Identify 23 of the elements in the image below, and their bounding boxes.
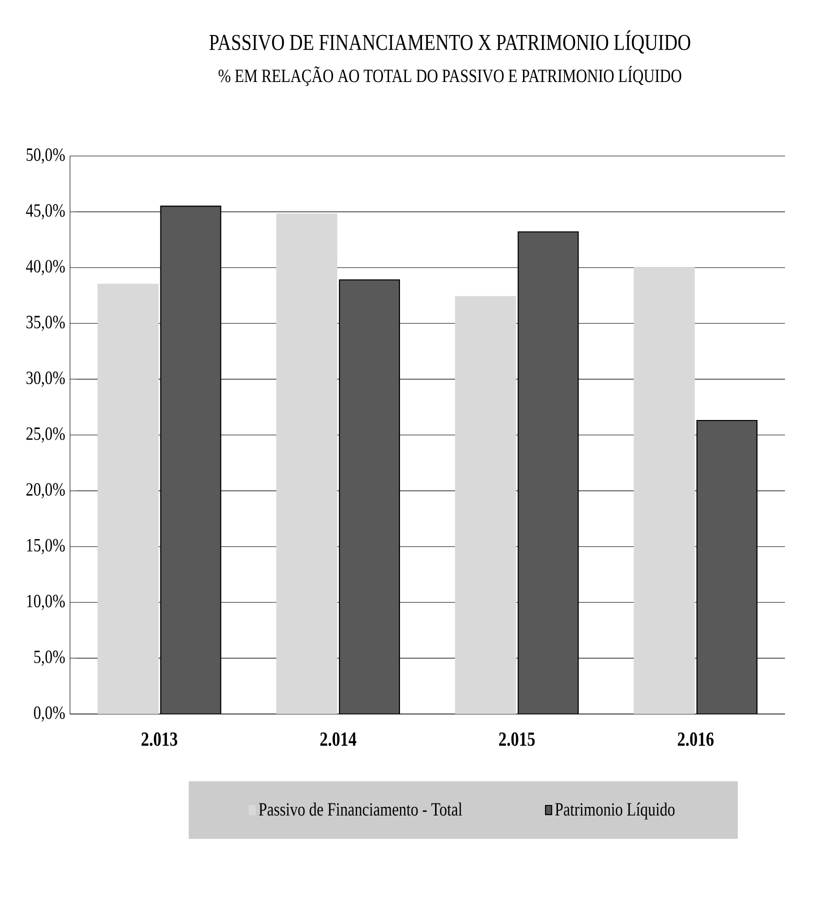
y-tick-label: 10,0% (27, 594, 65, 610)
bar (160, 206, 222, 714)
bar (696, 420, 758, 714)
y-tick-label: 20,0% (26, 483, 65, 498)
y-tick-label: 25,0% (26, 427, 65, 443)
x-tick-label: 2.014 (320, 732, 356, 746)
x-tick-label: 2.016 (678, 732, 714, 746)
bar (518, 231, 579, 714)
y-tick-label: 30,0% (26, 372, 65, 387)
bar (338, 279, 400, 714)
y-tick-label: 15,0% (27, 538, 65, 554)
y-tick-label: 0,0% (34, 706, 65, 722)
y-tick-label: 50,0% (26, 148, 65, 164)
legend-label: Passivo de Financiamento - Total (258, 802, 462, 816)
chart-title: PASSIVO DE FINANCIAMENTO X PATRIMONIO LÍQUIDO (210, 30, 690, 54)
x-tick-label: 2.015 (499, 732, 535, 746)
y-tick-label: 40,0% (26, 260, 65, 276)
y-tick-label: 35,0% (26, 316, 65, 332)
y-tick-label: 5,0% (34, 650, 65, 666)
y-tick-label: 45,0% (26, 204, 65, 220)
legend-label: Patrimonio Líquido (555, 802, 675, 820)
x-tick-label: 2.013 (142, 732, 178, 746)
chart-subtitle: % EM RELAÇÃO AO TOTAL DO PASSIVO E PATRIMONIO LÍQUIDO (218, 66, 682, 86)
